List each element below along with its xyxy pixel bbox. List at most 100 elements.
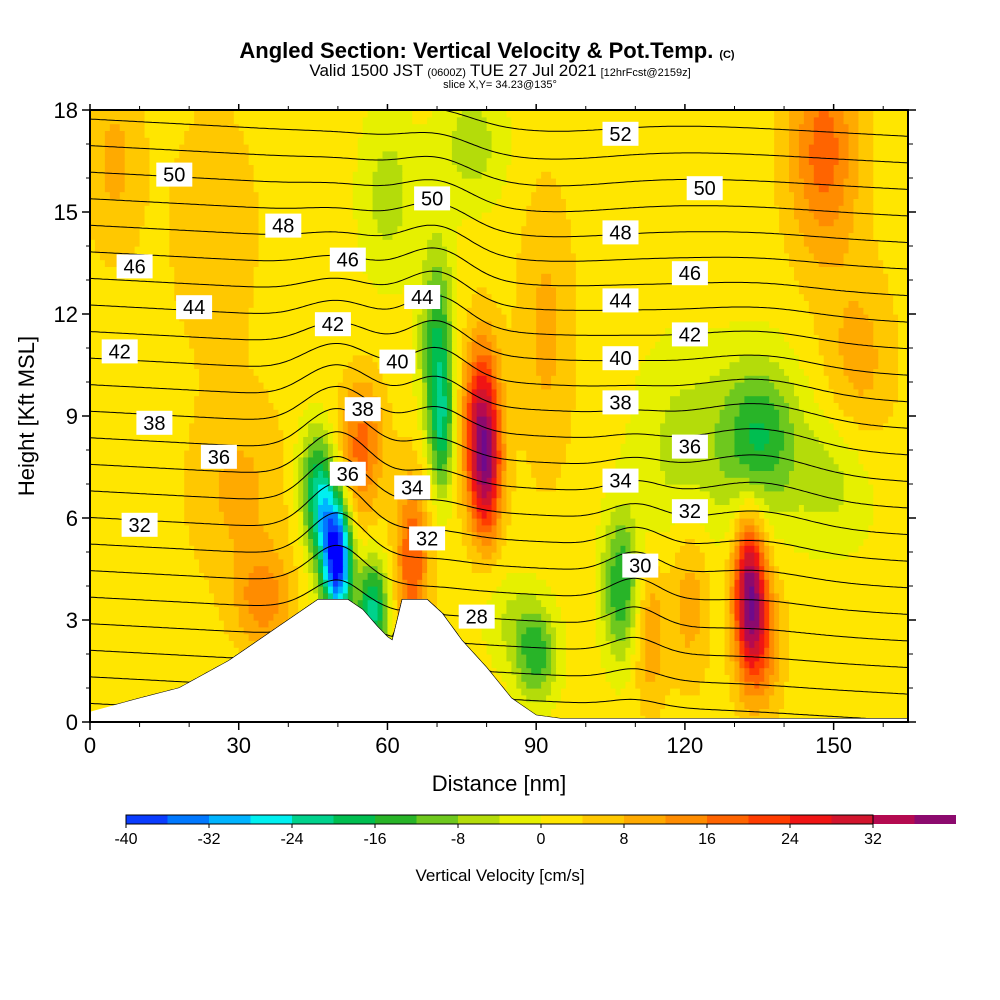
- velocity-cell: [739, 524, 745, 533]
- velocity-cell: [541, 273, 552, 281]
- velocity-cell: [699, 681, 731, 689]
- velocity-cell: [427, 599, 438, 607]
- velocity-cell: [417, 354, 423, 363]
- colorbar-swatch: [707, 815, 749, 824]
- velocity-cell: [486, 375, 493, 383]
- velocity-cell: [789, 626, 908, 635]
- velocity-cell: [734, 524, 741, 533]
- velocity-cell: [313, 545, 319, 553]
- isentrope-label: 38: [602, 390, 639, 415]
- velocity-cell: [729, 579, 736, 587]
- velocity-cell: [308, 422, 324, 431]
- velocity-cell: [843, 307, 864, 315]
- velocity-cell: [362, 524, 369, 533]
- velocity-cell: [337, 436, 344, 444]
- velocity-cell: [699, 620, 711, 628]
- velocity-cell: [422, 436, 428, 444]
- velocity-cell: [303, 524, 309, 533]
- velocity-cell: [213, 592, 235, 601]
- velocity-cell: [868, 531, 908, 539]
- velocity-cell: [506, 416, 572, 424]
- velocity-cell: [446, 402, 453, 410]
- velocity-cell: [357, 558, 384, 567]
- velocity-cell: [813, 171, 835, 179]
- velocity-cell: [347, 443, 354, 451]
- velocity-cell: [323, 579, 329, 587]
- velocity-cell: [526, 660, 547, 669]
- velocity-cell: [293, 443, 304, 451]
- velocity-cell: [258, 477, 284, 485]
- velocity-cell: [793, 198, 810, 206]
- velocity-cell: [516, 259, 577, 267]
- velocity-cell: [640, 626, 646, 635]
- velocity-cell: [377, 164, 403, 172]
- velocity-cell: [625, 545, 631, 553]
- velocity-cell: [660, 463, 721, 471]
- velocity-cell: [441, 334, 448, 342]
- velocity-cell: [392, 552, 398, 560]
- velocity-cell: [288, 511, 299, 519]
- velocity-cell: [446, 300, 453, 308]
- velocity-cell: [600, 511, 612, 519]
- velocity-cell: [744, 586, 750, 594]
- velocity-cell: [858, 191, 874, 199]
- velocity-cell: [848, 144, 860, 152]
- velocity-cell: [848, 375, 874, 383]
- velocity-cell: [863, 307, 894, 315]
- colorbar-swatch: [582, 815, 624, 824]
- velocity-cell: [342, 504, 349, 512]
- velocity-cell: [427, 416, 433, 424]
- velocity-cell: [739, 402, 775, 410]
- velocity-cell: [729, 572, 736, 580]
- colorbar-frame: [125, 814, 874, 825]
- velocity-cell: [387, 524, 398, 533]
- velocity-cell: [491, 402, 498, 410]
- velocity-cell: [213, 599, 235, 607]
- velocity-cell: [843, 497, 874, 505]
- velocity-cell: [491, 388, 498, 397]
- velocity-cell: [446, 477, 453, 485]
- velocity-cell: [774, 667, 780, 675]
- velocity-cell: [327, 531, 339, 539]
- isentrope-label-text: 48: [272, 216, 294, 238]
- velocity-cell: [412, 320, 418, 329]
- velocity-cell: [734, 592, 741, 601]
- velocity-cell: [749, 599, 755, 607]
- velocity-cell: [556, 361, 577, 369]
- velocity-cell: [754, 660, 765, 669]
- velocity-cell: [635, 606, 641, 614]
- velocity-cell: [556, 368, 577, 376]
- velocity-cell: [456, 477, 463, 485]
- velocity-cell: [694, 511, 736, 519]
- velocity-cell: [739, 586, 745, 594]
- velocity-cell: [332, 450, 339, 458]
- velocity-cell: [620, 688, 641, 696]
- velocity-cell: [342, 484, 349, 492]
- velocity-cell: [377, 565, 384, 573]
- velocity-cell: [739, 518, 755, 526]
- velocity-cell: [293, 504, 299, 512]
- velocity-cell: [253, 300, 413, 308]
- velocity-cell: [789, 654, 908, 662]
- velocity-cell: [456, 123, 488, 131]
- velocity-cell: [789, 171, 800, 179]
- velocity-cell: [332, 422, 339, 431]
- velocity-cell: [422, 320, 428, 329]
- velocity-cell: [496, 504, 503, 512]
- isentrope-label-box: [344, 397, 381, 422]
- velocity-cell: [441, 375, 448, 383]
- velocity-cell: [367, 273, 423, 281]
- velocity-cell: [501, 511, 512, 519]
- isentrope-label: 46: [116, 254, 153, 279]
- velocity-cell: [446, 246, 458, 254]
- velocity-cell: [437, 409, 448, 417]
- velocity-cell: [536, 361, 557, 369]
- velocity-cell: [352, 171, 374, 179]
- velocity-cell: [898, 314, 908, 322]
- velocity-cell: [496, 354, 503, 363]
- velocity-cell: [184, 511, 225, 519]
- velocity-cell: [724, 654, 731, 662]
- velocity-cell: [476, 334, 488, 342]
- velocity-cell: [352, 205, 374, 213]
- velocity-cell: [511, 314, 537, 322]
